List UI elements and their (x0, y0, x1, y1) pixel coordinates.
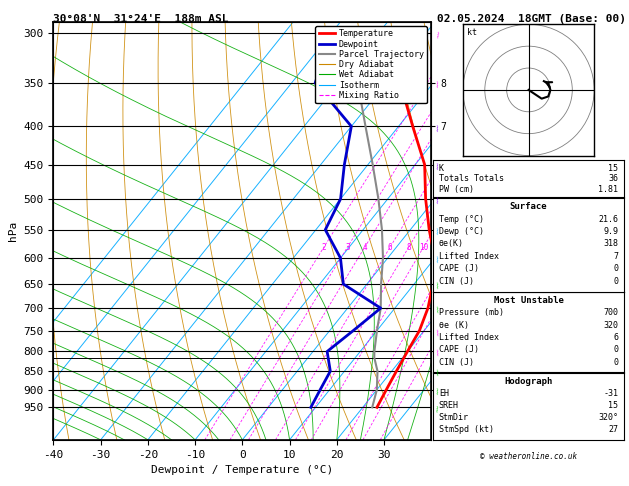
Text: \: \ (435, 327, 440, 334)
Text: CAPE (J): CAPE (J) (439, 264, 479, 273)
Text: Lifted Index: Lifted Index (439, 252, 499, 261)
Text: 27: 27 (608, 425, 618, 434)
Text: 9.9: 9.9 (603, 227, 618, 236)
Text: 02.05.2024  18GMT (Base: 00): 02.05.2024 18GMT (Base: 00) (437, 14, 626, 24)
Text: SREH: SREH (439, 401, 459, 410)
Text: 7: 7 (613, 252, 618, 261)
Y-axis label: km
ASL: km ASL (462, 220, 480, 242)
Text: 6: 6 (613, 333, 618, 342)
Text: 4: 4 (362, 243, 367, 252)
Text: CAPE (J): CAPE (J) (439, 345, 479, 354)
Text: © weatheronline.co.uk: © weatheronline.co.uk (480, 452, 577, 461)
Text: Hodograph: Hodograph (504, 377, 553, 386)
Text: Surface: Surface (509, 202, 547, 211)
Text: 320: 320 (603, 321, 618, 330)
Text: 30°08'N  31°24'E  188m ASL: 30°08'N 31°24'E 188m ASL (53, 14, 229, 24)
Y-axis label: hPa: hPa (8, 221, 18, 241)
Text: 36: 36 (608, 174, 618, 183)
Text: \: \ (435, 161, 441, 168)
Text: 0: 0 (613, 264, 618, 273)
Text: kt: kt (467, 28, 477, 37)
Text: Dewp (°C): Dewp (°C) (439, 227, 484, 236)
Text: Most Unstable: Most Unstable (494, 296, 564, 305)
Text: 15: 15 (608, 401, 618, 410)
Text: 6: 6 (388, 243, 392, 252)
Text: 15: 15 (608, 164, 618, 173)
Text: EH: EH (439, 389, 449, 398)
Text: 320°: 320° (598, 413, 618, 422)
Text: 2: 2 (321, 243, 326, 252)
Text: Lifted Index: Lifted Index (439, 333, 499, 342)
Text: 8: 8 (406, 243, 411, 252)
Text: \: \ (435, 305, 440, 312)
Text: \: \ (435, 226, 441, 233)
Text: 0: 0 (613, 277, 618, 286)
Text: StmSpd (kt): StmSpd (kt) (439, 425, 494, 434)
Text: 700: 700 (603, 309, 618, 317)
Text: \: \ (435, 122, 441, 130)
Text: \: \ (435, 404, 441, 411)
Text: CIN (J): CIN (J) (439, 358, 474, 366)
Text: 318: 318 (603, 239, 618, 248)
Text: \: \ (435, 386, 441, 393)
Text: StmDir: StmDir (439, 413, 469, 422)
Text: \: \ (435, 280, 441, 288)
Text: 10: 10 (419, 243, 428, 252)
Text: \: \ (435, 79, 441, 87)
Text: 1.81: 1.81 (598, 185, 618, 194)
Text: K: K (439, 164, 444, 173)
Text: \: \ (435, 195, 441, 203)
Text: \: \ (435, 348, 440, 355)
X-axis label: Dewpoint / Temperature (°C): Dewpoint / Temperature (°C) (151, 465, 333, 475)
Text: 3: 3 (345, 243, 350, 252)
Text: θe (K): θe (K) (439, 321, 469, 330)
Legend: Temperature, Dewpoint, Parcel Trajectory, Dry Adiabat, Wet Adiabat, Isotherm, Mi: Temperature, Dewpoint, Parcel Trajectory… (315, 26, 427, 103)
Text: Totals Totals: Totals Totals (439, 174, 504, 183)
Text: Pressure (mb): Pressure (mb) (439, 309, 504, 317)
Text: \: \ (435, 29, 442, 36)
Text: 21.6: 21.6 (598, 214, 618, 224)
Text: -31: -31 (603, 389, 618, 398)
Text: 0: 0 (613, 345, 618, 354)
Text: LCL: LCL (439, 352, 457, 363)
Text: Temp (°C): Temp (°C) (439, 214, 484, 224)
Text: Mixing Ratio (g/kg): Mixing Ratio (g/kg) (477, 180, 486, 282)
Text: \: \ (435, 255, 441, 261)
Text: θe(K): θe(K) (439, 239, 464, 248)
Text: CIN (J): CIN (J) (439, 277, 474, 286)
Text: 0: 0 (613, 358, 618, 366)
Text: PW (cm): PW (cm) (439, 185, 474, 194)
Text: \: \ (435, 367, 441, 375)
